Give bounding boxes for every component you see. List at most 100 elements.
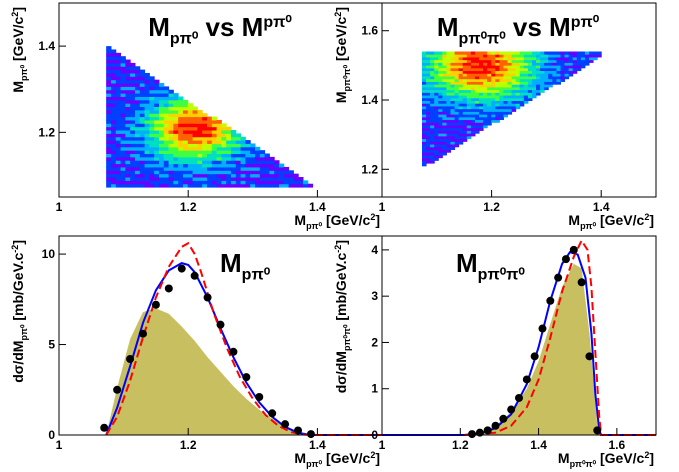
heatmap-cell <box>134 76 141 81</box>
heatmap-cell <box>110 49 117 54</box>
heatmap-cell <box>115 166 122 171</box>
heatmap-cell <box>462 84 468 88</box>
heatmap-cell <box>144 103 150 108</box>
heatmap-cell <box>479 73 484 77</box>
heatmap-cell <box>450 65 456 69</box>
heatmap-cell <box>446 133 452 137</box>
heatmap-cell <box>149 93 155 97</box>
heatmap-cell <box>483 114 488 118</box>
heatmap-cell <box>458 78 464 82</box>
heatmap-cell <box>434 157 439 161</box>
heatmap-cell <box>483 54 488 58</box>
heatmap-cell <box>462 51 468 55</box>
heatmap-cell <box>519 86 525 91</box>
heatmap-cell <box>454 141 460 145</box>
heatmap-cell <box>240 166 246 171</box>
heatmap-cell <box>235 153 242 158</box>
heatmap-cell <box>438 70 443 74</box>
heatmap-cell <box>130 99 136 104</box>
heatmap-cell <box>426 146 431 150</box>
heatmap-cell <box>139 156 146 161</box>
heatmap-cell <box>499 70 504 74</box>
heatmap-cell <box>187 143 194 148</box>
heatmap-cell <box>110 146 117 151</box>
heatmap-cell <box>154 133 160 138</box>
heatmap-cell <box>580 65 586 69</box>
heatmap-cell <box>540 56 545 61</box>
heatmap-cell <box>269 177 275 181</box>
heatmap-cell <box>454 59 460 63</box>
heatmap-cell <box>120 62 126 67</box>
heatmap-cell <box>134 130 141 134</box>
heatmap-cell <box>499 84 504 88</box>
heatmap-cell <box>479 105 484 110</box>
heatmap-cell <box>450 92 456 96</box>
heatmap-cell <box>499 78 504 82</box>
heatmap-cell <box>503 67 509 72</box>
heatmap-cell <box>544 81 549 85</box>
heatmap-cell <box>230 136 237 141</box>
heatmap-cell <box>426 122 431 126</box>
heatmap-cell <box>536 73 541 77</box>
heatmap-cell <box>168 113 174 118</box>
heatmap-cell <box>106 180 112 185</box>
heatmap-cell <box>110 96 117 101</box>
heatmap-cell <box>206 116 213 121</box>
heatmap-cell <box>216 140 222 144</box>
heatmap-cell <box>120 123 126 128</box>
heatmap-cell <box>568 73 574 77</box>
heatmap-cell <box>130 156 136 161</box>
heatmap-cell <box>221 156 227 161</box>
heatmap-cell <box>495 116 500 121</box>
heatmap-cell <box>434 108 439 112</box>
heatmap-cell <box>226 160 232 165</box>
heatmap-cell <box>450 67 456 72</box>
heatmap-cell <box>173 123 179 128</box>
heatmap-cell <box>250 153 256 158</box>
heatmap-cell <box>158 150 165 155</box>
heatmap-cell <box>462 70 468 74</box>
heatmap-cell <box>515 103 521 107</box>
heatmap-cell <box>154 113 160 118</box>
heatmap-cell <box>202 153 208 158</box>
heatmap-cell <box>125 69 131 74</box>
heatmap-cell <box>507 111 513 115</box>
heatmap-cell <box>163 173 170 178</box>
heatmap-cell <box>120 106 126 111</box>
heatmap-cell <box>438 154 443 159</box>
heatmap-cell <box>120 153 126 158</box>
heatmap-cell <box>106 79 112 84</box>
heatmap-cell <box>507 86 513 91</box>
heatmap-cell <box>450 81 456 85</box>
heatmap-cell <box>422 89 427 93</box>
heatmap-cell <box>519 67 525 72</box>
heatmap-cell <box>211 156 218 161</box>
heatmap-cell <box>430 100 435 104</box>
heatmap-cell <box>434 97 439 101</box>
heatmap-cell <box>211 150 218 155</box>
heatmap-cell <box>450 122 456 126</box>
heatmap-cell <box>187 103 194 108</box>
heatmap-cell <box>139 173 146 178</box>
heatmap-cell <box>430 154 435 159</box>
heatmap-cell <box>158 99 165 104</box>
heatmap-cell <box>450 135 456 140</box>
heatmap-cell <box>182 136 189 141</box>
heatmap-cell <box>110 123 117 128</box>
heatmap-cell <box>422 103 427 107</box>
heatmap-cell <box>503 92 509 96</box>
heatmap-cell <box>519 103 525 107</box>
heatmap-cell <box>134 66 141 71</box>
heatmap-cell <box>149 160 155 165</box>
heatmap-cell <box>454 138 460 142</box>
heatmap-cell <box>487 84 492 88</box>
heatmap-cell <box>216 153 222 158</box>
heatmap-cell <box>240 183 246 188</box>
heatmap-cell <box>454 127 460 131</box>
heatmap-cell <box>149 83 155 87</box>
heatmap-cell <box>527 75 533 80</box>
heatmap-cell <box>192 183 198 188</box>
heatmap-cell <box>115 130 122 134</box>
heatmap-cell <box>572 70 578 74</box>
